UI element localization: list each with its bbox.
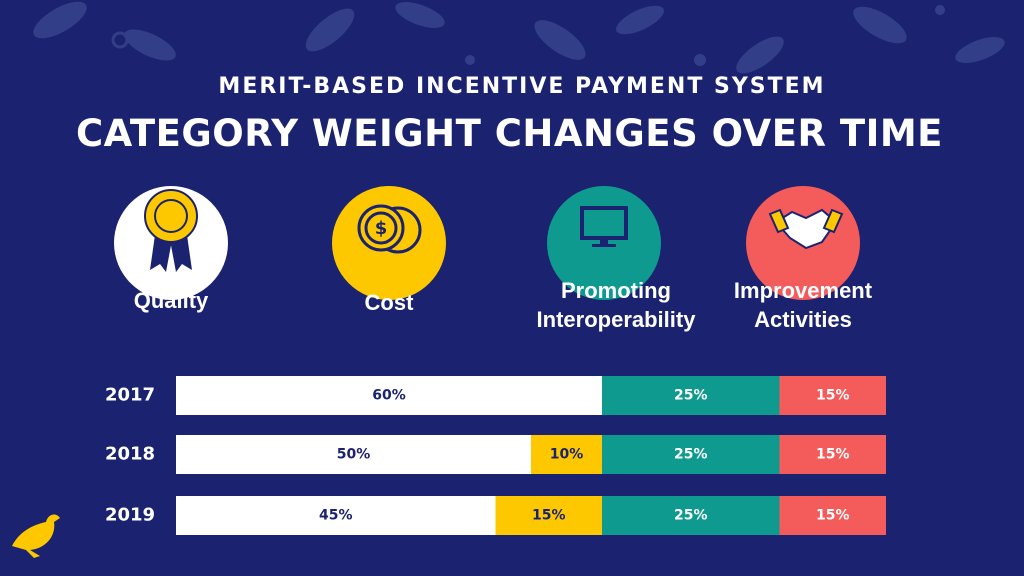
legend-label: Quality: [133, 288, 209, 313]
value-label: 60%: [372, 388, 406, 404]
value-label: 25%: [674, 388, 708, 404]
bar-segment: [779, 376, 886, 415]
legend-label: Cost: [364, 290, 414, 315]
icons: $: [144, 189, 844, 272]
value-label: 15%: [816, 447, 850, 463]
bar-segment: [779, 496, 886, 535]
svg-text:$: $: [375, 218, 388, 239]
value-label: 10%: [550, 447, 584, 463]
value-label: 15%: [816, 508, 850, 524]
value-label: 25%: [674, 508, 708, 524]
y-tick-label: 2018: [105, 444, 155, 465]
bar-segment: [176, 496, 496, 535]
chart-title: MERIT-BASED INCENTIVE PAYMENT SYSTEM: [218, 74, 826, 99]
bar-segment: [495, 496, 602, 535]
y-tick-label: 2019: [105, 505, 155, 526]
legend-label: Promoting Interoperability: [536, 278, 696, 332]
bars: 2017 60% 25% 15% 2018 50% 10% 25% 15% 2019 45% 15% 2…: [105, 376, 886, 535]
decoration: [33, 1, 1005, 74]
value-label: 50%: [337, 447, 371, 463]
value-label: 15%: [816, 388, 850, 404]
coins-icon: $: [357, 204, 422, 254]
value-label: 45%: [319, 508, 353, 524]
value-label: 25%: [674, 447, 708, 463]
monitor-icon: [580, 206, 628, 247]
bar-segment: [779, 435, 886, 474]
legend-label: Improvement Activities: [733, 278, 873, 332]
bar-segment: [531, 435, 602, 474]
bar-segment: [176, 376, 602, 415]
value-label: 15%: [532, 508, 566, 524]
y-tick-label: 2017: [105, 385, 155, 406]
bar-segment: [176, 435, 531, 474]
chart-subtitle: CATEGORY WEIGHT CHANGES OVER TIME: [76, 112, 943, 155]
ribbon-icon: [144, 189, 198, 272]
bar-segment: [602, 435, 780, 474]
bar-segment: [602, 376, 780, 415]
bird-logo: [12, 514, 60, 558]
bar-segment: [602, 496, 780, 535]
handshake-icon: [768, 208, 844, 250]
